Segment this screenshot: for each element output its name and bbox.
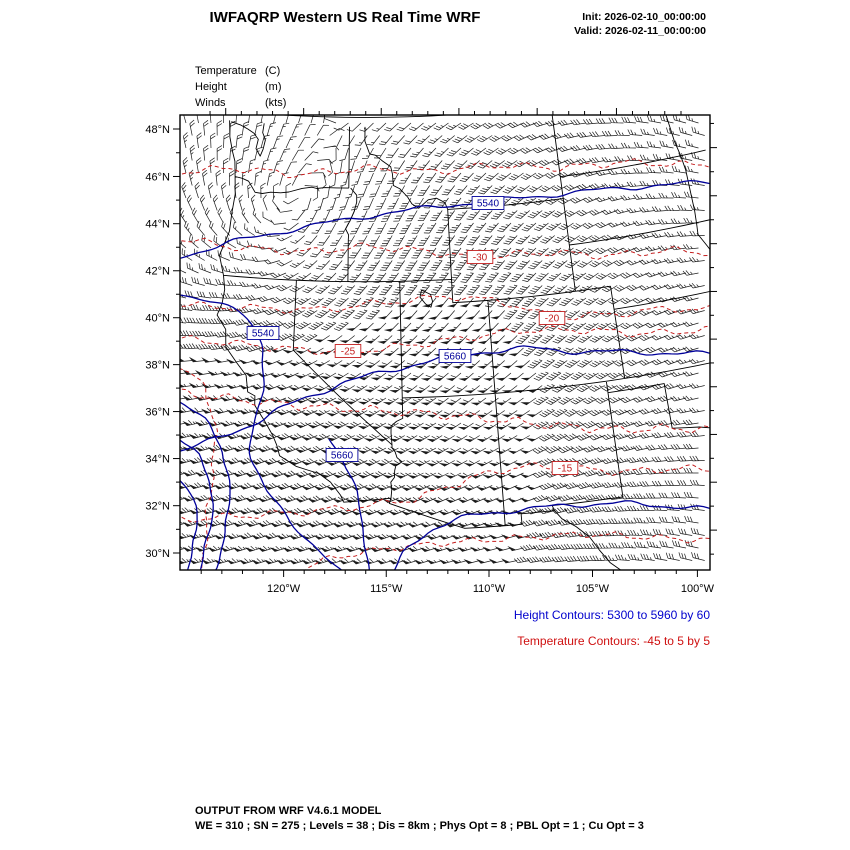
legend-row-temperature: Temperature (C): [195, 63, 286, 79]
init-time: Init: 2026-02-10_00:00:00: [582, 11, 706, 23]
axis-ticks: [173, 108, 717, 577]
legend-row-winds: Winds (kts): [195, 95, 286, 111]
temperature-contour-caption: Temperature Contours: -45 to 5 by 5: [517, 634, 710, 648]
lat-tick-label: 42°N: [145, 266, 170, 278]
lon-tick-label: 100°W: [681, 583, 715, 595]
legend-temperature-unit: (C): [265, 65, 281, 77]
temp-contour-label-box: [551, 461, 579, 475]
height-contour-caption: Height Contours: 5300 to 5960 by 60: [513, 608, 710, 622]
model-output-footer: OUTPUT FROM WRF V4.6.1 MODEL WE = 310 ; …: [195, 804, 644, 834]
plot-title: IWFAQRP Western US Real Time WRF: [209, 9, 481, 26]
lat-tick-label: 40°N: [145, 313, 170, 325]
temp-contour-label-box: [538, 311, 566, 325]
lat-tick-label: 30°N: [145, 548, 170, 560]
height-contour-label-box: [438, 349, 472, 363]
height-contour-label-box: [246, 326, 280, 340]
temp-contour-label: -20: [545, 314, 560, 325]
valid-time: Valid: 2026-02-11_00:00:00: [574, 25, 706, 37]
init-valid-block: Init: 2026-02-10_00:00:00 Valid: 2026-02…: [574, 10, 706, 38]
legend-height-name: Height: [195, 81, 227, 93]
state-boundaries: [216, 115, 710, 570]
field-legend: Temperature (C) Height (m) Winds (kts): [195, 63, 286, 111]
legend-winds-unit: (kts): [265, 97, 287, 109]
temp-contour-label-box: [466, 250, 494, 264]
lat-tick-label: 36°N: [145, 406, 170, 418]
axis-tick-labels: 30°N 32°N 34°N 36°N 38°N 40°N 42°N 44°N 46°N 48°N…: [145, 124, 714, 595]
legend-winds-name: Winds: [195, 97, 226, 109]
model-version-line: OUTPUT FROM WRF V4.6.1 MODEL: [195, 805, 382, 817]
temp-contour-label-box: [334, 344, 362, 358]
temp-contour-label: -15: [558, 464, 573, 475]
map-content: [180, 115, 710, 570]
height-contour-label-box: [471, 196, 505, 210]
lon-tick-label: 115°W: [370, 583, 403, 595]
temp-contour-label: -30: [473, 253, 488, 264]
temperature-contours-layer: [180, 158, 710, 570]
wind-barbs-layer: [180, 115, 705, 565]
height-contour-label: 5540: [477, 199, 500, 210]
height-contour-label-box: [325, 448, 359, 462]
lat-tick-label: 44°N: [145, 219, 170, 231]
lon-tick-label: 110°W: [473, 583, 506, 595]
legend-row-height: Height (m): [195, 79, 286, 95]
temp-contour-label: -25: [341, 347, 356, 358]
lat-tick-label: 32°N: [145, 500, 170, 512]
legend-height-unit: (m): [265, 81, 282, 93]
lon-tick-label: 120°W: [267, 583, 301, 595]
height-contour-label: 5660: [331, 451, 354, 462]
lat-tick-label: 46°N: [145, 171, 170, 183]
map-frame: [179, 114, 711, 571]
contour-label-layer: 5540 5540 5660 5660 -30 -25 -20 -15: [246, 196, 579, 475]
lat-tick-label: 38°N: [145, 359, 170, 371]
height-contours-layer: [180, 179, 710, 570]
height-contour-label: 5660: [444, 352, 467, 363]
lat-tick-label: 34°N: [145, 453, 170, 465]
legend-temperature-name: Temperature: [195, 65, 257, 77]
lat-tick-label: 48°N: [145, 124, 170, 136]
lon-tick-label: 105°W: [576, 583, 610, 595]
height-contour-label: 5540: [252, 329, 275, 340]
model-config-line: WE = 310 ; SN = 275 ; Levels = 38 ; Dis …: [195, 820, 644, 832]
